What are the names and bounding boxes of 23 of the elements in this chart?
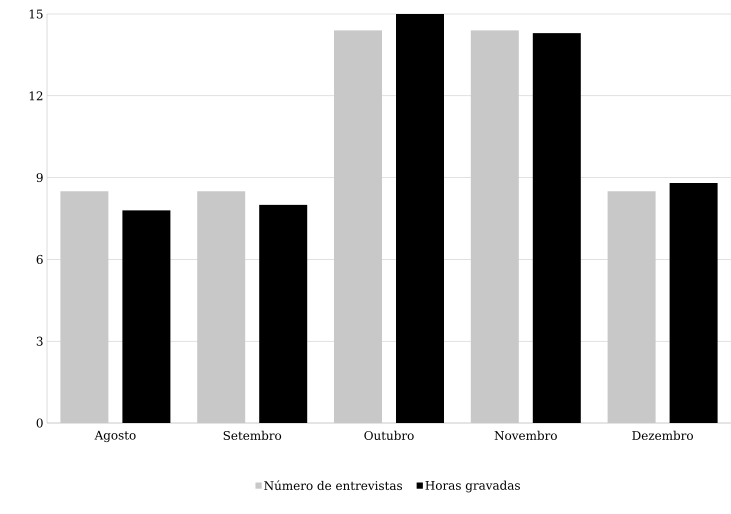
y-tick-label: 15: [30, 9, 43, 19]
x-tick-label: Agosto: [94, 430, 136, 442]
bar: [608, 191, 656, 423]
x-tick-label: Dezembro: [632, 430, 693, 440]
y-tick-label: 0: [36, 418, 43, 428]
x-tick-label: Novembro: [494, 430, 557, 440]
bar: [197, 191, 246, 423]
bar: [470, 30, 519, 423]
bar: [396, 14, 444, 423]
bar: [122, 210, 170, 423]
bar: [259, 204, 308, 423]
x-tick-label: Setembro: [224, 430, 282, 440]
y-tick-label: 3: [36, 336, 43, 346]
bar: [60, 191, 108, 423]
bar: [670, 183, 718, 423]
legend-label: Horas gravadas: [426, 480, 520, 492]
bar: [532, 33, 581, 423]
y-tick-label: 9: [36, 173, 43, 182]
bar: [334, 30, 382, 423]
y-tick-label: 12: [30, 91, 42, 100]
legend-label: Número de entrevistas: [264, 480, 402, 490]
x-tick-label: Outubro: [364, 430, 414, 440]
y-tick-label: 6: [36, 254, 43, 264]
